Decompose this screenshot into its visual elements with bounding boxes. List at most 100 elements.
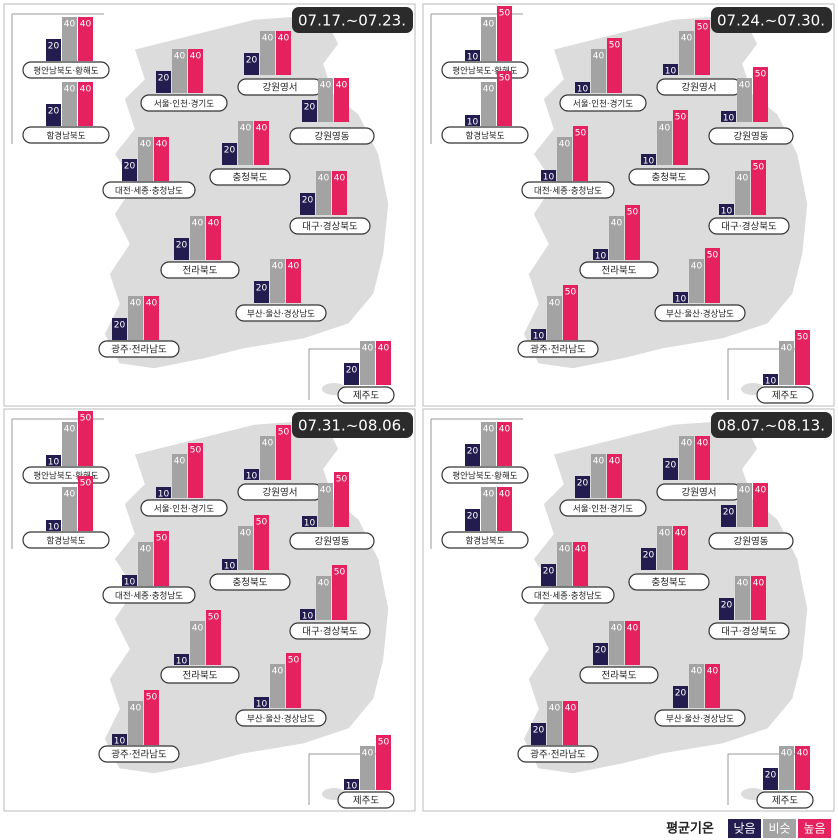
region-label-box [708,622,790,640]
region-label-box [756,386,814,404]
bar [497,6,512,61]
bar [174,654,189,665]
bar-value: 40 [192,219,204,229]
date-title: 07.17.~07.23. [298,12,406,30]
bar-value: 40 [753,579,765,589]
region-label-box [337,386,395,404]
region-label: 제주도 [353,796,379,807]
bar [609,621,624,665]
bar-value: 40 [681,34,693,44]
bar-value: 10 [302,612,314,622]
legend-swatch [763,819,796,838]
bar [573,542,588,586]
bar-value: 40 [130,299,142,309]
bar [557,542,572,586]
bar-value: 40 [611,624,623,634]
bar [607,38,622,93]
region-label: 함경남북도 [46,131,85,142]
bar [144,690,159,745]
region-label: 광주·전라남도 [111,749,167,761]
bar-value: 40 [737,579,749,589]
bar-value: 50 [190,446,202,456]
bar-value: 50 [575,129,587,139]
bar [719,598,734,620]
bar [751,160,766,215]
bar [547,701,562,745]
region-label-box [441,531,529,549]
bar-value: 40 [483,490,495,500]
bar [563,285,578,340]
bar [254,121,269,165]
bar-value: 40 [64,490,76,500]
region-label: 함경남북도 [465,536,504,547]
region-label-box [521,586,615,604]
region-label-box [140,94,228,112]
bar-value: 40 [559,140,571,150]
bar-value: 50 [336,475,348,485]
region-label: 강원영동 [315,132,350,143]
date-box [292,412,413,438]
region-label: 대구·경상북도 [721,221,777,233]
bar [138,542,153,586]
panel: 07.24.~07.30.104050평안남북도·황해도104050함경남북도1… [430,6,832,404]
bar-value: 10 [124,578,136,588]
bar [481,487,496,531]
bar [481,422,496,466]
bar-value: 40 [140,140,152,150]
bar-value: 40 [549,299,561,309]
bar [156,487,171,498]
region-label-box [579,261,659,279]
bar-value: 50 [609,41,621,51]
bar-value: 20 [48,42,60,52]
region-label: 광주·전라남도 [530,344,586,356]
bar [244,469,259,480]
bar [719,204,734,215]
bar [721,505,736,527]
bar-value: 10 [543,173,555,183]
bar [735,171,750,215]
bar [721,111,736,122]
bar-value: 20 [675,689,687,699]
bar-value: 20 [643,551,655,561]
region-label: 서울·인천·경기도 [154,99,214,110]
bar-value: 40 [208,219,220,229]
region-label-box [289,217,371,235]
bar-value: 40 [627,624,639,634]
bar-value: 40 [278,34,290,44]
bar-value: 50 [288,656,300,666]
bar-value: 40 [499,490,511,500]
bar-value: 20 [302,196,314,206]
bar [316,171,331,215]
bar-value: 40 [755,486,767,496]
bar-value: 40 [362,344,374,354]
region-label: 부산·울산·경상남도 [247,309,315,320]
bar-value: 10 [721,207,733,217]
region-label: 대전·세종·충청남도 [115,186,183,197]
bar [254,697,269,708]
region-label: 강원영서 [682,488,717,499]
bar-value: 40 [272,667,284,677]
bar-value: 10 [224,562,236,572]
bar [795,746,810,790]
bar-value: 10 [246,472,258,482]
bar [128,701,143,745]
bar-value: 20 [467,512,479,522]
bar [300,193,315,215]
bar [276,31,291,75]
region-label: 평안남북도·황해도 [452,66,517,77]
panel: 07.17.~07.23. 20 40 40 평안남북도·황해도 20 40 40 함경남북도 2… [11,7,413,404]
bar [334,472,349,527]
bar [531,329,546,340]
bar-value: 40 [611,219,623,229]
region-label-box [102,586,196,604]
bar [663,64,678,75]
bar-value: 40 [378,344,390,354]
bar [78,82,93,126]
region-label: 강원영동 [734,132,769,143]
bar-value: 10 [256,700,268,710]
region-label: 평안남북도·황해도 [33,471,98,482]
bar [609,216,624,260]
bar-value: 40 [575,545,587,555]
bar-value: 40 [156,140,168,150]
north-bracket [11,13,104,144]
